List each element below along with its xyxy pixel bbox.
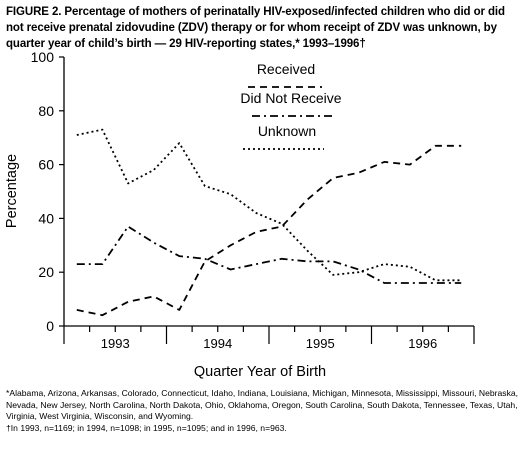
footnote-states: *Alabama, Arizona, Arkansas, Colorado, C… <box>6 388 519 421</box>
legend-label-received: Received <box>257 61 315 77</box>
x-year-label: 1994 <box>203 336 232 351</box>
figure-title: FIGURE 2. Percentage of mothers of perin… <box>6 6 505 50</box>
footnote-counts: †In 1993, n=1169; in 1994, n=1098; in 19… <box>6 422 287 433</box>
legend-label-did-not-receive: Did Not Receive <box>240 90 341 106</box>
line-chart: 0 20 40 60 80 100 1993 1994 1995 1996 Received Did… <box>4 49 475 380</box>
footnotes: *Alabama, Arizona, Arkansas, Colorado, C… <box>6 388 522 434</box>
y-tick-label: 60 <box>38 157 54 173</box>
x-year-label: 1996 <box>408 336 437 351</box>
y-tick-label: 20 <box>38 264 54 280</box>
y-axis-label: Percentage <box>4 154 20 228</box>
chart-legend: Received Did Not Receive Unknown <box>240 61 342 150</box>
series-line-received <box>76 144 462 317</box>
y-tick-label: 0 <box>46 318 54 334</box>
y-tick-label: 80 <box>38 103 54 119</box>
series-line-did-not-receive <box>76 225 462 284</box>
x-year-label: 1995 <box>306 336 335 351</box>
series-line-unknown <box>76 128 462 282</box>
chart-series <box>76 128 462 317</box>
y-tick-label: 40 <box>38 210 54 226</box>
legend-label-unknown: Unknown <box>258 123 316 139</box>
y-tick-label: 100 <box>31 49 55 65</box>
x-year-label: 1993 <box>101 336 130 351</box>
x-axis-label: Quarter Year of Birth <box>194 364 326 380</box>
chart-ticks: 0 20 40 60 80 100 1993 1994 1995 1996 <box>31 49 475 351</box>
